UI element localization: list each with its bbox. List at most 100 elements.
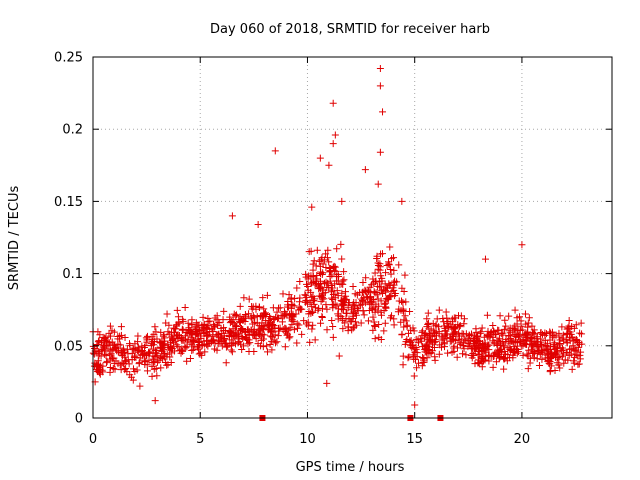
data-point — [555, 353, 563, 361]
data-point — [415, 339, 423, 347]
data-point — [213, 312, 221, 320]
data-point — [505, 312, 513, 320]
data-point — [106, 351, 114, 359]
data-point — [101, 336, 109, 344]
data-point — [215, 318, 223, 326]
data-point — [395, 261, 403, 269]
data-point — [284, 297, 292, 305]
data-point — [321, 279, 329, 287]
data-point — [129, 344, 137, 352]
data-point — [474, 345, 482, 353]
data-point — [120, 360, 128, 368]
data-point — [296, 278, 304, 285]
data-point — [572, 351, 580, 359]
data-point — [550, 331, 558, 339]
data-point — [178, 326, 186, 334]
data-point — [525, 314, 533, 322]
data-point — [509, 354, 517, 362]
data-point — [319, 260, 327, 268]
data-point — [242, 327, 250, 335]
data-point — [390, 281, 398, 289]
data-point — [100, 342, 108, 350]
data-point — [184, 319, 192, 327]
data-point — [565, 317, 573, 325]
data-point — [333, 287, 341, 295]
data-point — [491, 349, 499, 357]
data-point — [429, 347, 437, 355]
data-point — [360, 311, 368, 319]
data-point — [206, 328, 214, 336]
data-point — [575, 360, 583, 368]
data-point — [173, 331, 181, 339]
data-point — [386, 243, 394, 251]
data-point — [450, 324, 458, 332]
data-point — [558, 323, 566, 331]
data-point — [140, 344, 148, 352]
data-point — [376, 260, 384, 268]
data-point — [545, 357, 553, 365]
data-point — [152, 350, 160, 358]
data-point — [459, 350, 467, 358]
data-point — [423, 315, 431, 323]
data-point — [427, 336, 435, 344]
x-axis-title: GPS time / hours — [296, 460, 405, 475]
data-point — [576, 355, 584, 363]
data-point — [568, 322, 576, 330]
data-point — [339, 325, 347, 333]
data-point — [138, 348, 146, 356]
data-point — [340, 276, 348, 284]
data-point — [156, 343, 164, 351]
data-point — [204, 314, 212, 322]
data-point — [402, 317, 410, 325]
data-point — [228, 348, 236, 356]
data-point — [236, 318, 244, 326]
data-point — [228, 212, 236, 220]
data-point — [509, 338, 517, 346]
data-point — [323, 254, 331, 262]
data-point — [117, 323, 125, 331]
data-point — [340, 268, 348, 276]
data-point — [311, 281, 319, 289]
data-point — [510, 331, 518, 339]
data-point — [220, 324, 228, 332]
data-point — [563, 349, 571, 357]
data-point — [535, 362, 543, 370]
data-point — [373, 252, 381, 260]
data-point — [339, 277, 347, 285]
data-point — [111, 343, 119, 351]
data-point — [232, 323, 240, 331]
data-point — [381, 300, 389, 308]
data-point — [344, 327, 352, 335]
data-point — [309, 273, 317, 281]
data-point — [390, 321, 398, 329]
y-tick-label: 0 — [75, 412, 83, 427]
data-point — [374, 307, 382, 315]
data-point — [406, 308, 414, 316]
data-point — [359, 288, 367, 296]
data-point — [399, 352, 407, 360]
data-point — [507, 346, 515, 354]
data-point — [262, 317, 270, 325]
data-point — [230, 332, 238, 340]
data-point — [349, 282, 357, 290]
data-point — [148, 359, 156, 367]
data-point — [246, 339, 254, 347]
data-point — [544, 345, 552, 353]
data-point — [239, 334, 247, 342]
data-point — [432, 332, 440, 340]
data-point — [99, 345, 107, 353]
data-point — [224, 342, 232, 350]
data-point — [185, 324, 193, 332]
data-point — [553, 359, 561, 367]
data-point — [238, 345, 246, 353]
data-point — [547, 362, 555, 370]
data-point — [370, 322, 378, 330]
data-point — [383, 262, 391, 270]
data-point — [136, 354, 144, 362]
data-point — [492, 358, 500, 366]
data-point — [399, 298, 407, 306]
data-point — [102, 333, 110, 341]
data-point — [266, 340, 274, 348]
data-point — [303, 297, 311, 305]
data-point — [313, 246, 321, 254]
